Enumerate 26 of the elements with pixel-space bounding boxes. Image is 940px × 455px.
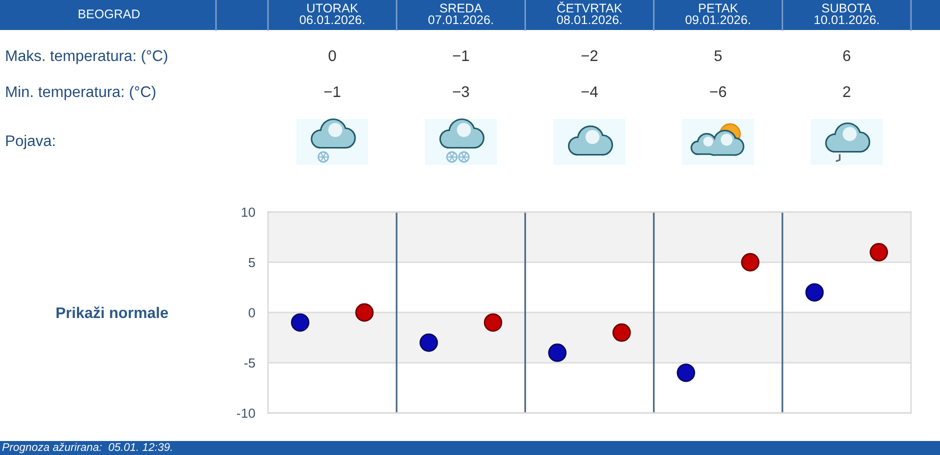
data-label: 2 [843, 86, 850, 97]
y-tick-label: -5 [244, 358, 255, 368]
data-label: −4 [582, 86, 598, 97]
data-label: −1 [452, 50, 469, 61]
data-label: 5 [714, 50, 722, 62]
text: SREDA 07.01.2026. [428, 4, 493, 24]
text: ČETVRTAK 08.01.2026. [556, 1, 622, 24]
data-label: −6 [710, 86, 726, 98]
text: SUBOTA 10.01.2026. [814, 4, 879, 24]
data-label: 6 [843, 50, 850, 62]
y-tick-label: 10 [242, 208, 255, 217]
text: Pojava: [6, 134, 55, 150]
data-label: −1 [324, 86, 340, 97]
text: Prognoza ažurirana: 05.01. 12:39. [2, 442, 172, 454]
y-tick-label: 0 [248, 308, 255, 318]
data-label: 0 [328, 50, 336, 62]
y-tick-label: -10 [237, 408, 255, 418]
text: BEOGRAD [78, 10, 140, 18]
text: Min. temperatura: (°C) [6, 86, 156, 100]
text: Maks. temperatura: (°C) [6, 50, 168, 64]
data-label: −3 [452, 86, 469, 98]
text: UTORAK 06.01.2026. [300, 4, 364, 24]
y-tick-label: 5 [248, 258, 255, 268]
text: Prikaži normale [56, 306, 168, 318]
text: PETAK 09.01.2026. [686, 4, 750, 24]
data-label: −2 [582, 50, 598, 61]
